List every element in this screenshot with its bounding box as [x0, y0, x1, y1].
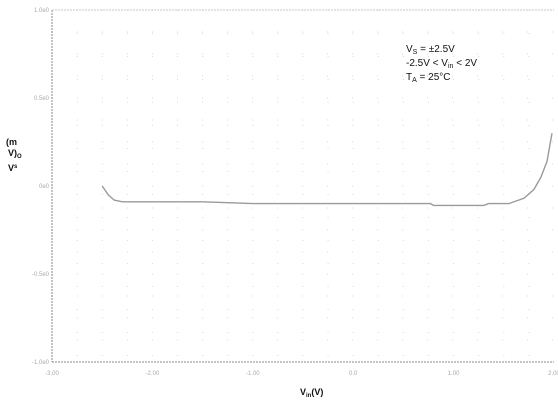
condition-line-2: -2.5V < Vin < 2V: [406, 58, 477, 70]
y-tick-label: -1.0e0: [32, 360, 50, 366]
series-line: [101, 133, 553, 207]
y-tick-label: 0e0: [39, 184, 50, 190]
series: [101, 133, 553, 207]
grid: [52, 10, 554, 362]
tick-labels: 1.0e0 0.5e0 0e0 -0.5e0 -1.0e0 -3.00 -2.00 -1.00…: [32, 8, 558, 377]
y-axis-label-line-1: (m: [6, 137, 17, 147]
conditions-block: VS = ±2.5V -2.5V < Vin < 2V TA = 25°C: [406, 44, 477, 84]
y-tick-label: 0.5e0: [34, 96, 50, 102]
condition-line-1: VS = ±2.5V: [406, 44, 455, 56]
x-tick-label: -1.00: [246, 371, 260, 377]
x-tick-label: 0.0: [349, 371, 358, 377]
x-axis-label: Vin(V): [300, 387, 323, 399]
y-axis-label-line-2: V)O: [8, 148, 22, 160]
x-tick-label: 1.00: [448, 371, 460, 377]
x-tick-label: -3.00: [45, 371, 59, 377]
x-tick-label: 2.00: [548, 371, 558, 377]
y-tick-label: -0.5e0: [32, 272, 50, 278]
x-tick-label: -2.00: [146, 371, 160, 377]
condition-line-3: TA = 25°C: [406, 72, 451, 84]
y-tick-label: 1.0e0: [34, 8, 50, 14]
y-axis-label-line-3: Vs: [8, 163, 18, 173]
axes: [51, 9, 554, 363]
y-axis-label: (m V)O Vs: [6, 137, 22, 173]
